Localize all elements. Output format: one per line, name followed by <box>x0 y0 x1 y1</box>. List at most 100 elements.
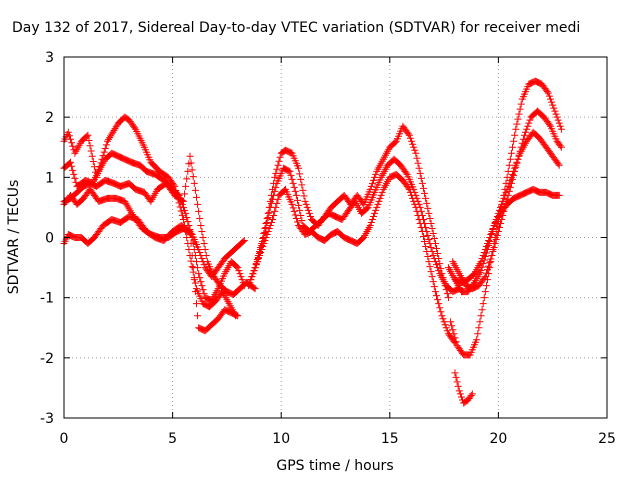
data-point <box>254 255 262 263</box>
data-point <box>408 191 416 199</box>
data-point <box>417 174 425 182</box>
data-point <box>404 130 412 138</box>
data-point <box>185 227 193 235</box>
data-point <box>196 214 204 222</box>
data-point <box>411 200 419 208</box>
data-point <box>86 142 94 150</box>
data-point <box>425 209 433 217</box>
data-point <box>298 216 306 224</box>
data-point <box>448 322 456 330</box>
series-track-5 <box>60 212 242 335</box>
data-point <box>507 149 515 157</box>
data-point <box>274 195 282 203</box>
data-point <box>468 390 476 398</box>
data-point <box>487 230 495 238</box>
data-point <box>416 169 424 177</box>
data-point <box>505 161 513 169</box>
data-point <box>514 155 522 163</box>
data-point <box>247 276 255 284</box>
data-point <box>251 264 259 272</box>
data-point <box>427 268 435 276</box>
series-track-11 <box>444 128 563 296</box>
data-point <box>106 134 114 142</box>
data-point <box>436 260 444 268</box>
data-point <box>233 263 241 271</box>
data-point <box>426 240 434 248</box>
data-point <box>443 327 451 335</box>
data-point <box>406 188 414 196</box>
data-point <box>409 140 417 148</box>
data-point <box>267 218 275 226</box>
data-point <box>424 231 432 239</box>
data-point <box>419 184 427 192</box>
data-point <box>525 119 533 127</box>
data-point <box>426 214 434 222</box>
data-point <box>110 126 118 134</box>
series-track-10 <box>449 107 565 293</box>
data-point <box>555 161 563 169</box>
series-track-12 <box>451 185 563 287</box>
series-track-2 <box>60 149 248 305</box>
data-point <box>68 139 76 147</box>
data-point <box>427 244 435 252</box>
data-point <box>88 152 96 160</box>
data-point <box>255 252 263 260</box>
data-point <box>554 160 562 168</box>
grid-lines <box>64 57 607 418</box>
data-point <box>186 227 194 235</box>
data-point <box>553 113 561 121</box>
data-point <box>234 264 242 272</box>
x-tick-labels: 0 5 10 15 20 25 <box>60 431 616 447</box>
data-point <box>366 185 374 193</box>
data-point <box>201 246 209 254</box>
data-point <box>246 279 254 287</box>
data-point <box>544 89 552 97</box>
data-point <box>252 261 260 269</box>
data-point <box>261 237 269 245</box>
data-point <box>302 200 310 208</box>
data-point <box>554 116 562 124</box>
data-point <box>439 315 447 323</box>
data-point <box>296 170 304 178</box>
data-point <box>198 282 206 290</box>
data-point <box>194 200 202 208</box>
data-point <box>507 173 515 181</box>
data-point <box>430 255 438 263</box>
data-point <box>493 231 501 239</box>
data-point <box>430 235 438 243</box>
data-point <box>405 185 413 193</box>
data-point <box>297 211 305 219</box>
data-point <box>515 110 523 118</box>
data-point <box>511 131 519 139</box>
data-point <box>370 212 378 220</box>
data-point <box>194 312 202 320</box>
data-point <box>524 122 532 130</box>
data-point <box>425 236 433 244</box>
data-point <box>112 123 120 131</box>
data-point <box>545 92 553 100</box>
data-point <box>105 135 113 143</box>
chart-title: Day 132 of 2017, Sidereal Day-to-day VTE… <box>12 20 580 36</box>
data-point <box>513 158 521 166</box>
data-point <box>287 171 295 179</box>
y-tick-label: -2 <box>40 351 54 367</box>
data-point <box>275 157 283 165</box>
series-track-13 <box>451 369 476 407</box>
data-point <box>510 167 518 175</box>
data-point <box>478 255 486 263</box>
data-point <box>199 286 207 294</box>
data-point <box>523 125 531 133</box>
data-point <box>192 300 200 308</box>
data-point <box>373 203 381 211</box>
y-axis-label: SDTVAR / TECUs <box>6 180 22 295</box>
data-point <box>431 288 439 296</box>
data-point <box>271 187 279 195</box>
data-point <box>511 164 519 172</box>
data-point <box>430 283 438 291</box>
data-point <box>480 249 488 257</box>
data-point <box>502 188 510 196</box>
data-point <box>482 282 490 290</box>
data-point <box>456 390 464 398</box>
series-track-8 <box>249 170 459 347</box>
data-point <box>414 211 422 219</box>
